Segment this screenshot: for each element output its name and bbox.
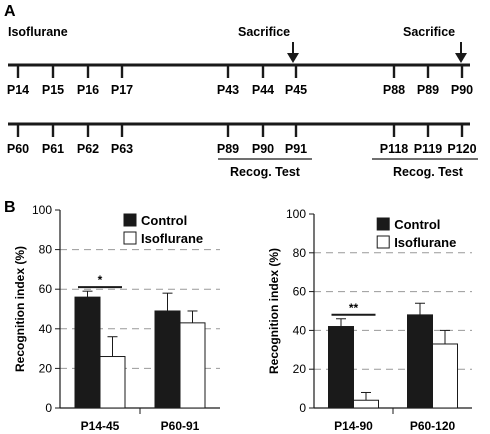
row1-day-label: P45 xyxy=(285,83,307,97)
left-legend-swatch-isoflurane xyxy=(123,231,137,245)
left-ytick-label: 20 xyxy=(39,361,53,375)
left-bar-control xyxy=(154,310,181,409)
right-legend-swatch-isoflurane xyxy=(376,235,390,249)
left-legend-label: Control xyxy=(141,213,187,228)
right-significance-label: ** xyxy=(349,301,359,315)
isoflurane-label: Isoflurane xyxy=(8,25,68,39)
right-legend-swatch-control xyxy=(376,217,390,231)
left-bar-control xyxy=(74,296,101,409)
right-ytick-label: 100 xyxy=(286,207,306,221)
left-y-axis-label: Recognition index (%) xyxy=(13,246,27,372)
right-legend-label: Control xyxy=(394,217,440,232)
left-bar-isoflurane xyxy=(179,322,206,409)
row2-day-label: P90 xyxy=(252,142,274,156)
chart-right: 0 20 40 60 80 100 Recognition index (%) P14-90 P… xyxy=(267,207,472,433)
right-bar-control xyxy=(328,326,354,409)
recog-test-label-2: Recog. Test xyxy=(393,165,464,179)
row2-day-label: P120 xyxy=(447,142,476,156)
row1-day-label: P89 xyxy=(417,83,439,97)
row2-day-label: P62 xyxy=(77,142,99,156)
row1-day-label: P14 xyxy=(7,83,29,97)
row1-day-label: P15 xyxy=(42,83,64,97)
right-ytick-label: 0 xyxy=(299,401,306,415)
left-ytick-label: 0 xyxy=(45,401,52,415)
row2-day-label: P91 xyxy=(285,142,307,156)
sacrifice-arrow-1 xyxy=(287,42,299,63)
row1-day-label: P17 xyxy=(111,83,133,97)
left-ytick-label: 40 xyxy=(39,322,53,336)
sacrifice-arrow-2 xyxy=(455,42,467,63)
row2-day-label: P119 xyxy=(414,142,443,156)
left-category-label: P14-45 xyxy=(81,419,120,433)
right-bar-control xyxy=(407,314,433,409)
right-y-axis-label: Recognition index (%) xyxy=(267,248,281,374)
right-category-label: P14-90 xyxy=(334,419,373,433)
right-ytick-label: 60 xyxy=(293,285,307,299)
left-legend-label: Isoflurane xyxy=(141,231,203,246)
row2-day-label: P89 xyxy=(217,142,239,156)
left-category-label: P60-91 xyxy=(161,419,200,433)
row1-day-label: P88 xyxy=(383,83,405,97)
sacrifice-label-2: Sacrifice xyxy=(403,25,455,39)
panel-b-label: B xyxy=(4,199,16,216)
left-ytick-label: 80 xyxy=(39,243,53,257)
sacrifice-label-1: Sacrifice xyxy=(238,25,290,39)
recog-test-label-1: Recog. Test xyxy=(230,165,301,179)
row2-day-label: P63 xyxy=(111,142,133,156)
row2-day-label: P118 xyxy=(380,142,409,156)
left-bar-isoflurane xyxy=(99,356,126,409)
left-ytick-label: 60 xyxy=(39,282,53,296)
chart-left: 0 20 40 60 80 100 Recognition index (%) P14-45 P… xyxy=(13,203,220,433)
row1-day-label: P44 xyxy=(252,83,274,97)
row1-day-label: P16 xyxy=(77,83,99,97)
left-legend-swatch-control xyxy=(123,213,137,227)
panel-a-label: A xyxy=(4,3,16,20)
right-legend-label: Isoflurane xyxy=(394,235,456,250)
left-ytick-label: 100 xyxy=(32,203,52,217)
right-category-label: P60-120 xyxy=(410,419,456,433)
row2-day-label: P60 xyxy=(7,142,29,156)
right-ytick-label: 80 xyxy=(293,246,307,260)
right-bar-isoflurane xyxy=(353,399,379,409)
row1-day-label: P43 xyxy=(217,83,239,97)
row2-day-label: P61 xyxy=(42,142,64,156)
right-ytick-label: 40 xyxy=(293,323,307,337)
row1-day-label: P90 xyxy=(451,83,473,97)
left-significance-label: * xyxy=(98,273,103,287)
right-ytick-label: 20 xyxy=(293,362,307,376)
right-bar-isoflurane xyxy=(432,343,458,409)
